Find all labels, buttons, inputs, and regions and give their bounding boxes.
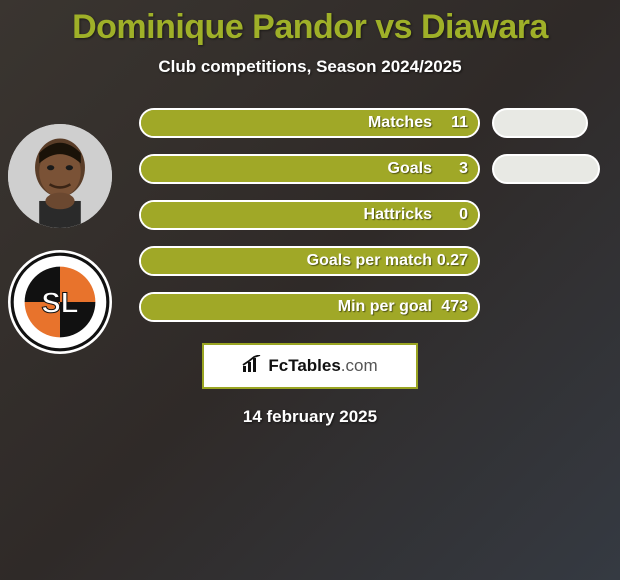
- stat-value-left: 11: [451, 114, 468, 132]
- stat-bar-left: Goals 3: [139, 154, 480, 184]
- logo-text: FcTables.com: [268, 356, 377, 376]
- stat-bar-left: Goals per match 0.27: [139, 246, 480, 276]
- page-title: Dominique Pandor vs Diawara: [0, 8, 620, 47]
- stat-bar-left: Min per goal 473: [139, 292, 480, 322]
- stat-label: Min per goal: [141, 298, 432, 316]
- stat-bar-right: [492, 108, 588, 138]
- stat-row: Matches 11: [0, 105, 620, 141]
- stat-value-left: 3: [459, 160, 468, 178]
- stat-row: Goals 3: [0, 151, 620, 187]
- chart-icon: [242, 355, 262, 378]
- stat-bar-left: Matches 11: [139, 108, 480, 138]
- stat-value-left: 0: [459, 206, 468, 224]
- stat-label: Hattricks: [141, 206, 432, 224]
- date-label: 14 february 2025: [0, 407, 620, 427]
- stat-bar-left: Hattricks 0: [139, 200, 480, 230]
- stat-row: Min per goal 473: [0, 289, 620, 325]
- stat-row: Hattricks 0: [0, 197, 620, 233]
- stat-label: Goals per match: [141, 252, 432, 270]
- stat-value-left: 473: [441, 298, 468, 316]
- subtitle: Club competitions, Season 2024/2025: [0, 57, 620, 77]
- site-logo[interactable]: FcTables.com: [202, 343, 418, 389]
- stat-label: Matches: [141, 114, 432, 132]
- stat-label: Goals: [141, 160, 432, 178]
- stat-bar-right: [492, 154, 600, 184]
- stat-row: Goals per match 0.27: [0, 243, 620, 279]
- stat-value-left: 0.27: [437, 252, 468, 270]
